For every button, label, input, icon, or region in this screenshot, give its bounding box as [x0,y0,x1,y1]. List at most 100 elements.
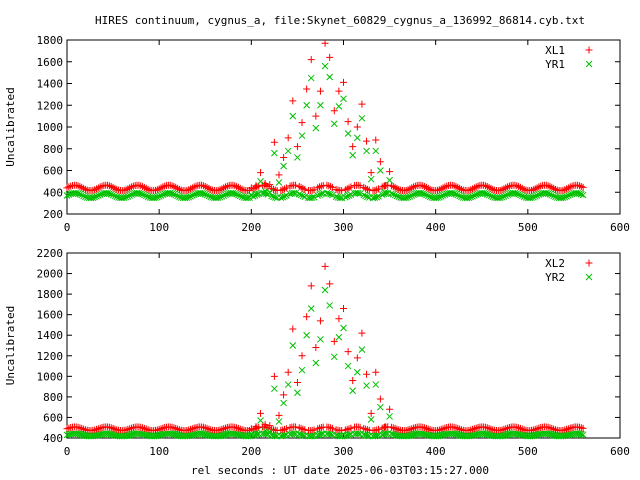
plot-1: 0 100 200 300 400 500 600 200 400 600 800 1000 1200 1… [4,34,630,234]
data-point-cross [498,193,506,201]
x-tick-label: 600 [610,445,630,458]
data-point-plus [441,424,449,432]
data-point-cross [316,191,323,199]
y-tick-label: 1600 [37,309,64,322]
data-point-cross [528,194,535,202]
data-point-plus [386,168,394,176]
data-point-cross [233,190,240,198]
data-point-cross [421,190,428,198]
data-point-cross [330,353,338,361]
data-point-cross [128,191,135,199]
data-point-cross [271,194,279,201]
data-point-cross [452,190,460,198]
data-point-plus [335,315,343,323]
data-point-cross [214,194,222,202]
data-point-cross [231,190,239,197]
data-point-plus [96,424,104,432]
data-point-cross [391,191,399,199]
data-point-cross [142,192,150,200]
data-point-plus [452,424,460,432]
data-point-cross [530,193,537,201]
data-point-plus [426,426,434,434]
data-point-plus [421,424,429,432]
data-point-plus [317,182,325,190]
x-tick-label: 0 [64,445,71,458]
plot-frame [66,252,621,439]
data-point-cross [289,342,297,349]
y-axis-label: Uncalibrated [4,306,17,385]
x-tick-label: 300 [334,221,354,234]
data-point-plus [391,424,399,432]
data-point-cross [321,62,329,70]
data-point-plus [435,426,443,434]
x-tick-label: 100 [149,221,169,234]
data-point-cross [74,190,82,197]
data-point-plus [330,107,338,115]
data-point-cross [266,188,274,196]
x-tick-label: 600 [610,221,630,234]
y-tick-label: 1800 [37,34,64,47]
data-point-cross [395,193,403,201]
data-point-cross [216,193,224,201]
data-point-cross [531,193,539,200]
data-point-cross [419,190,427,197]
data-point-plus [363,185,371,193]
data-point-cross [89,194,97,202]
data-point-cross [327,190,334,198]
data-point-cross [363,147,370,155]
data-point-cross [126,192,134,199]
data-point-plus [386,405,394,413]
data-point-cross [386,413,393,420]
data-point-cross [465,194,473,202]
data-point-plus [284,134,292,142]
data-point-cross [168,190,176,197]
data-point-plus [289,325,297,333]
data-point-plus [513,423,521,431]
data-point-cross [235,191,242,199]
data-point-plus [279,426,287,434]
data-point-plus [577,182,585,190]
data-point-plus [107,424,115,432]
data-point-cross [456,192,463,200]
data-point-plus [310,426,318,434]
data-point-plus [298,352,306,360]
data-point-cross [297,191,305,199]
data-point-plus [76,424,84,432]
data-point-cross [111,192,119,200]
data-point-plus [238,426,246,434]
data-point-plus [437,425,445,433]
data-point-cross [308,194,316,202]
data-point-cross [135,189,143,197]
y-tick-label: 1400 [37,329,64,342]
data-point-plus [310,186,318,194]
data-point-cross [155,193,163,200]
data-point-cross [520,193,528,201]
data-point-plus [481,423,489,431]
data-point-cross [349,151,357,159]
data-point-plus [190,424,198,432]
data-point-plus [363,370,371,378]
data-point-cross [345,192,353,199]
data-point-plus [113,426,121,434]
data-point-plus [231,423,239,431]
data-point-plus [515,424,523,432]
data-point-cross [120,194,128,202]
legend-label: YR1 [545,58,565,71]
data-point-cross [292,189,299,197]
y-tick-label: 1800 [37,288,64,301]
data-point-cross [207,193,215,201]
data-point-cross [585,273,593,281]
data-point-cross [312,124,320,132]
data-point-cross [576,190,583,197]
data-point-cross [424,192,432,200]
data-point-plus [529,426,537,434]
data-point-plus [279,186,287,194]
data-point-cross [358,114,366,122]
data-point-cross [448,189,456,197]
data-point-plus [585,46,593,54]
data-point-plus [91,426,99,434]
y-tick-label: 600 [43,165,63,178]
data-point-cross [441,191,449,199]
data-point-plus [257,169,265,177]
